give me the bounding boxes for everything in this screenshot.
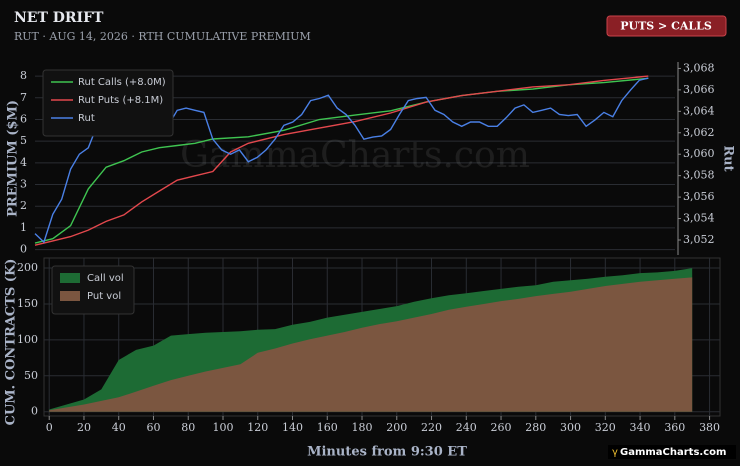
x-tick-label: 320 (595, 421, 616, 434)
x-tick-label: 160 (317, 421, 338, 434)
y2-tick-label: 3,062 (683, 126, 715, 139)
x-tick-label: 240 (456, 421, 477, 434)
watermark: GammaCharts.com (180, 135, 530, 176)
x-tick-label: 220 (421, 421, 442, 434)
y-tick-label: 3 (20, 178, 27, 191)
subtitle: RUT · AUG 14, 2026 · RTH CUMULATIVE PREM… (14, 30, 311, 43)
x-tick-label: 0 (46, 421, 53, 434)
y-tick-label: 0 (31, 405, 38, 418)
y2-tick-label: 3,064 (683, 104, 715, 117)
x-axis-label: Minutes from 9:30 ET (307, 445, 467, 460)
x-tick-label: 100 (212, 421, 233, 434)
x-tick-label: 200 (386, 421, 407, 434)
footer: GammaCharts.com (620, 447, 726, 458)
x-tick-label: 280 (525, 421, 546, 434)
series-area (49, 277, 693, 412)
series-line (34, 75, 649, 246)
y2-axis-label: Rut (721, 145, 736, 171)
title: NET DRIFT (14, 10, 104, 26)
legend-label: Rut Puts (+8.1M) (78, 95, 163, 106)
legend-swatch (60, 291, 80, 301)
legend-label: Call vol (87, 273, 124, 284)
y-tick-label: 2 (20, 199, 27, 212)
y2-tick-label: 3,060 (683, 147, 715, 160)
y2-tick-label: 3,054 (683, 212, 715, 225)
footer-icon: γ (612, 447, 618, 458)
y2-tick-label: 3,052 (683, 233, 715, 246)
legend-box (42, 69, 174, 137)
y-tick-label: 6 (20, 112, 27, 125)
y-axis-label: PREMIUM ($M) (6, 100, 21, 217)
y2-tick-label: 3,056 (683, 190, 715, 203)
x-tick-label: 60 (146, 421, 160, 434)
y-axis-label: CUM. CONTRACTS (K) (4, 259, 19, 426)
x-tick-label: 300 (560, 421, 581, 434)
x-tick-label: 380 (699, 421, 720, 434)
x-tick-label: 360 (664, 421, 685, 434)
x-tick-label: 40 (112, 421, 126, 434)
x-tick-label: 20 (77, 421, 91, 434)
x-tick-label: 140 (282, 421, 303, 434)
legend-label: Rut (78, 113, 95, 124)
x-tick-label: 340 (630, 421, 651, 434)
y-tick-label: 1 (20, 221, 27, 234)
y-tick-label: 5 (20, 134, 27, 147)
x-tick-label: 260 (491, 421, 512, 434)
x-tick-label: 80 (181, 421, 195, 434)
badge: PUTS > CALLS (620, 20, 712, 33)
y-tick-label: 4 (20, 156, 27, 169)
y-tick-label: 7 (20, 91, 27, 104)
x-tick-label: 180 (352, 421, 373, 434)
x-tick-label: 120 (247, 421, 268, 434)
y2-tick-label: 3,066 (683, 83, 715, 96)
footer-box (608, 445, 736, 459)
y2-tick-label: 3,068 (683, 61, 715, 74)
y-tick-label: 100 (17, 333, 38, 346)
badge-box (606, 15, 727, 37)
y-tick-label: 8 (20, 69, 27, 82)
y-tick-label: 0 (20, 243, 27, 256)
legend-label: Rut Calls (+8.0M) (78, 77, 166, 88)
legend-label: Put vol (87, 291, 121, 302)
y-tick-label: 150 (17, 297, 38, 310)
legend-swatch (60, 273, 80, 283)
y-tick-label: 200 (17, 261, 38, 274)
y-tick-label: 50 (24, 369, 38, 382)
series-line (34, 77, 649, 244)
y2-tick-label: 3,058 (683, 169, 715, 182)
